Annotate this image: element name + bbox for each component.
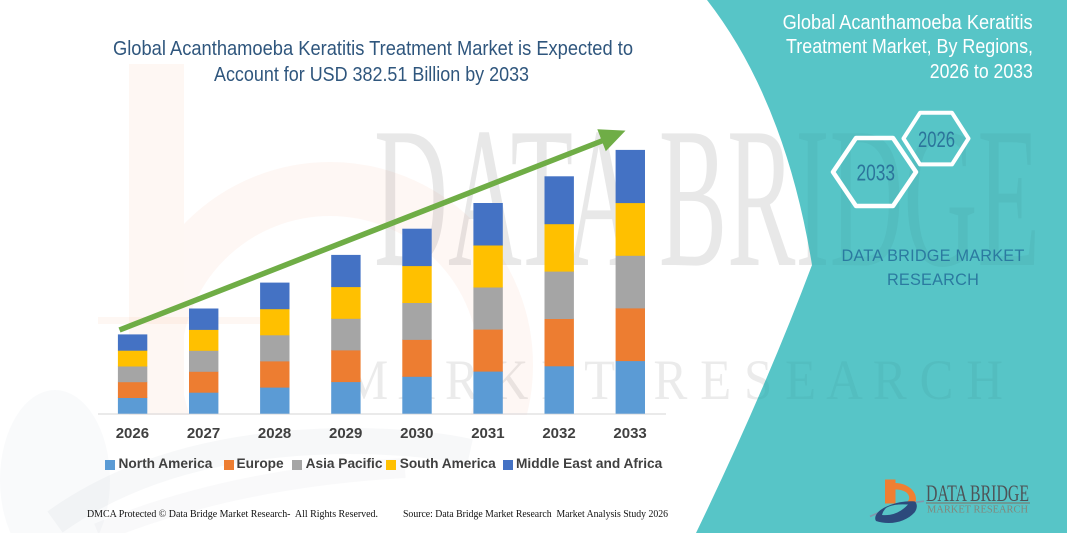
svg-text:2033: 2033	[857, 159, 896, 185]
svg-text:MARKET RESEARCH: MARKET RESEARCH	[927, 505, 1028, 516]
svg-text:2026: 2026	[918, 127, 955, 152]
